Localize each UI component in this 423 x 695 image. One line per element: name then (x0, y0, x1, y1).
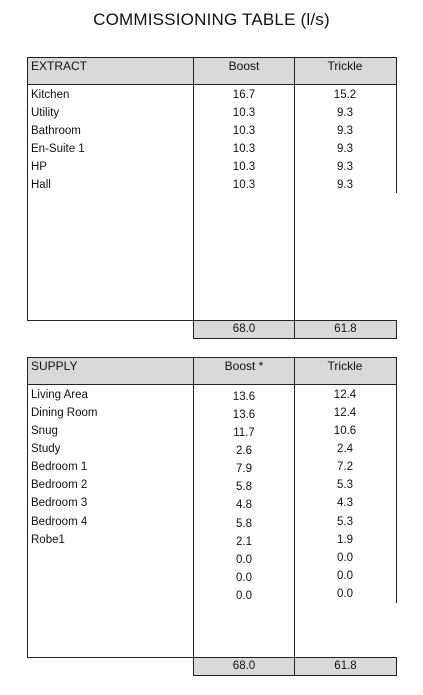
supply-header-top-border (28, 357, 397, 358)
table-row-room: Study (31, 443, 61, 455)
supply-total-boost: 68.0 (193, 657, 295, 676)
supply-left-border (27, 357, 28, 658)
table-row-trickle: 9.3 (337, 125, 353, 137)
table-row-boost: 10.3 (232, 161, 256, 173)
table-row-trickle: 0.0 (337, 588, 353, 600)
supply-header-trickle: Trickle (327, 359, 363, 373)
table-row-boost: 10.3 (232, 125, 256, 137)
table-row-room: Bedroom 1 (31, 461, 88, 473)
supply-right-border-top (396, 357, 397, 603)
supply-header-boost: Boost * (224, 359, 264, 373)
table-row-room: Utility (31, 107, 60, 119)
table-row-boost: 0.0 (236, 554, 252, 566)
table-row-room: Hall (31, 179, 51, 191)
table-row-room: Bedroom 2 (31, 479, 88, 491)
extract-bottom-border (27, 320, 195, 321)
table-row-trickle: 4.3 (337, 497, 353, 509)
table-row-boost: 11.7 (233, 427, 255, 439)
table-row-room: Living Area (31, 389, 88, 401)
table-row-boost: 13.6 (232, 391, 256, 403)
table-row-trickle: 0.0 (337, 570, 353, 582)
supply-total-trickle: 61.8 (294, 657, 397, 676)
table-row-boost: 2.1 (236, 536, 252, 548)
table-row-room: En-Suite 1 (31, 143, 85, 155)
table-row-boost: 4.8 (236, 499, 252, 511)
extract-header-bottom-border (28, 84, 397, 85)
page-title: COMMISSIONING TABLE (l/s) (93, 10, 330, 29)
table-row-boost: 10.3 (232, 143, 256, 155)
table-row-room: Snug (31, 425, 58, 437)
table-row-trickle: 9.3 (337, 107, 353, 119)
table-row-boost: 0.0 (236, 590, 252, 602)
table-row-boost: 7.9 (236, 463, 252, 475)
extract-header-trickle: Trickle (327, 59, 363, 73)
supply-header-bg (28, 357, 397, 385)
table-row-trickle: 10.6 (333, 425, 357, 437)
table-row-room: Bathroom (31, 125, 81, 137)
table-row-trickle: 9.3 (337, 143, 353, 155)
table-row-trickle: 12.4 (333, 389, 357, 401)
extract-header-top-border (28, 57, 397, 58)
table-row-boost: 5.8 (236, 518, 252, 530)
table-row-room: Bedroom 4 (31, 516, 88, 528)
table-row-boost: 0.0 (236, 572, 252, 584)
table-row-room: Bedroom 3 (31, 497, 88, 509)
table-row-boost: 16.7 (232, 89, 256, 101)
supply-header-room: SUPPLY (31, 359, 78, 373)
extract-header-boost: Boost (228, 59, 260, 73)
table-row-trickle: 7.2 (337, 461, 353, 473)
table-row-room: HP (31, 161, 47, 173)
table-row-trickle: 9.3 (337, 179, 353, 191)
table-row-trickle: 12.4 (333, 407, 357, 419)
extract-col-divider-1 (193, 57, 194, 321)
table-row-boost: 5.8 (236, 481, 252, 493)
table-row-trickle: 5.3 (337, 516, 353, 528)
table-row-boost: 10.3 (232, 179, 256, 191)
table-row-boost: 10.3 (232, 107, 256, 119)
table-row-boost: 2.6 (236, 445, 252, 457)
supply-bottom-border (27, 657, 195, 658)
table-row-trickle: 15.2 (333, 89, 357, 101)
table-row-room: Kitchen (31, 89, 70, 101)
table-row-trickle: 5.3 (337, 479, 353, 491)
extract-left-border (27, 57, 28, 321)
extract-right-border-top (396, 57, 397, 193)
supply-col-divider-2 (294, 357, 295, 658)
supply-col-divider-1 (193, 357, 194, 658)
extract-total-trickle: 61.8 (294, 320, 397, 339)
supply-header-bottom-border (28, 384, 397, 385)
table-row-boost: 13.6 (232, 409, 256, 421)
table-row-trickle: 2.4 (337, 443, 353, 455)
table-row-trickle: 9.3 (337, 161, 353, 173)
table-row-trickle: 0.0 (337, 552, 353, 564)
extract-col-divider-2 (294, 57, 295, 321)
extract-header-room: EXTRACT (31, 59, 88, 73)
table-row-room: Dining Room (31, 407, 98, 419)
table-row-room: Robe1 (31, 534, 65, 546)
extract-total-boost: 68.0 (193, 320, 295, 339)
extract-header-bg (28, 57, 397, 85)
table-row-trickle: 1.9 (337, 534, 353, 546)
